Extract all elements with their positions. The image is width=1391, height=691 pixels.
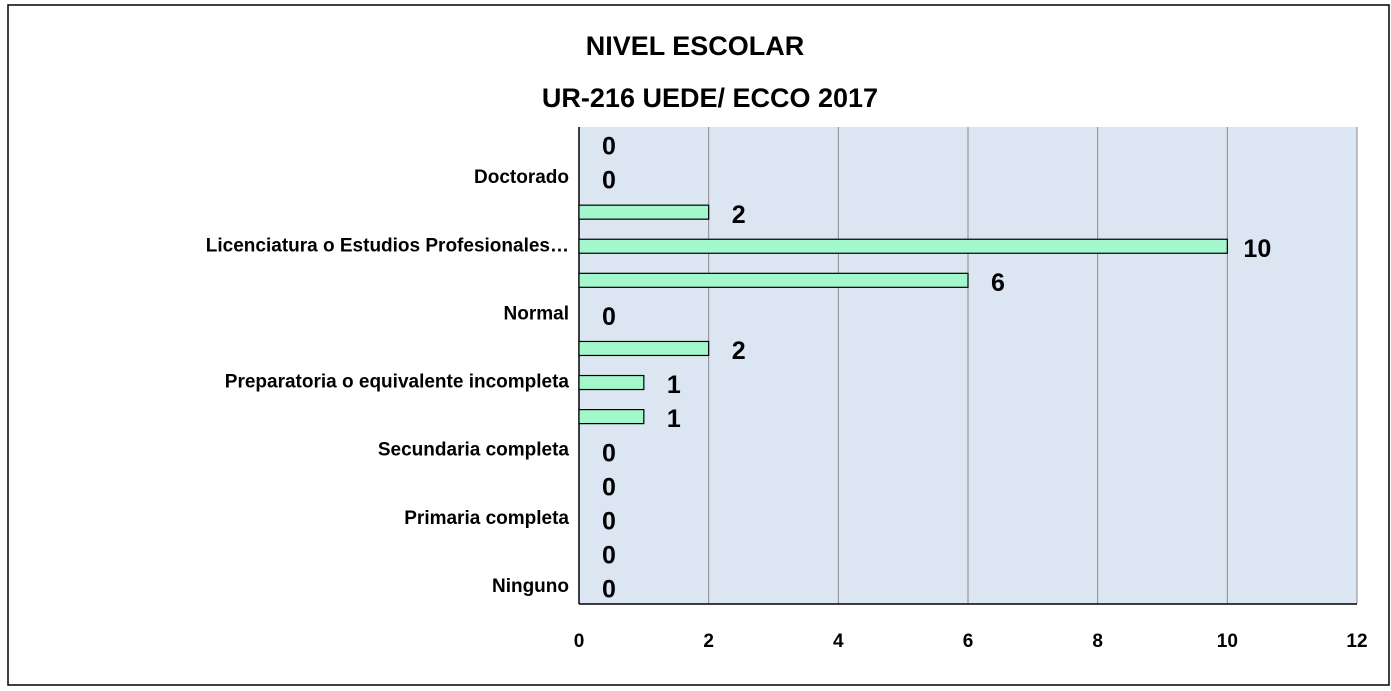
y-tick-label: Ninguno	[492, 576, 569, 597]
bar	[578, 272, 969, 288]
bar	[578, 340, 710, 357]
value-label: 0	[602, 167, 616, 195]
value-label: 0	[602, 303, 616, 331]
value-label: 0	[602, 576, 616, 604]
value-label: 6	[991, 269, 1005, 297]
y-tick-label: Normal	[504, 303, 569, 324]
bar	[578, 238, 1228, 254]
chart-title: NIVEL ESCOLAR	[586, 31, 805, 61]
x-tick-label: 6	[963, 631, 974, 652]
bar	[578, 374, 645, 391]
value-label: 1	[667, 371, 681, 399]
value-label: 2	[732, 201, 746, 229]
y-tick-label: Secundaria completa	[378, 440, 570, 461]
value-label: 1	[667, 405, 681, 433]
x-tick-label: 10	[1217, 631, 1238, 652]
y-tick-label: Licenciatura o Estudios Profesionales…	[206, 235, 569, 256]
value-label: 0	[602, 542, 616, 570]
value-label: 0	[602, 507, 616, 535]
bar	[578, 409, 645, 425]
x-tick-label: 8	[1092, 631, 1103, 652]
x-tick-label: 0	[574, 631, 585, 652]
y-tick-label: Preparatoria o equivalente incompleta	[225, 372, 570, 393]
value-label: 2	[732, 337, 746, 365]
bar	[578, 204, 710, 220]
value-label: 0	[602, 133, 616, 161]
y-tick-label: Doctorado	[474, 167, 569, 188]
x-tick-label: 4	[833, 631, 844, 652]
value-label: 0	[602, 473, 616, 501]
value-label: 10	[1243, 235, 1271, 263]
y-tick-label: Primaria completa	[404, 508, 569, 529]
x-tick-label: 2	[703, 631, 714, 652]
x-tick-label: 12	[1346, 631, 1367, 652]
chart-subtitle: UR-216 UEDE/ ECCO 2017	[542, 83, 878, 113]
value-label: 0	[602, 439, 616, 467]
